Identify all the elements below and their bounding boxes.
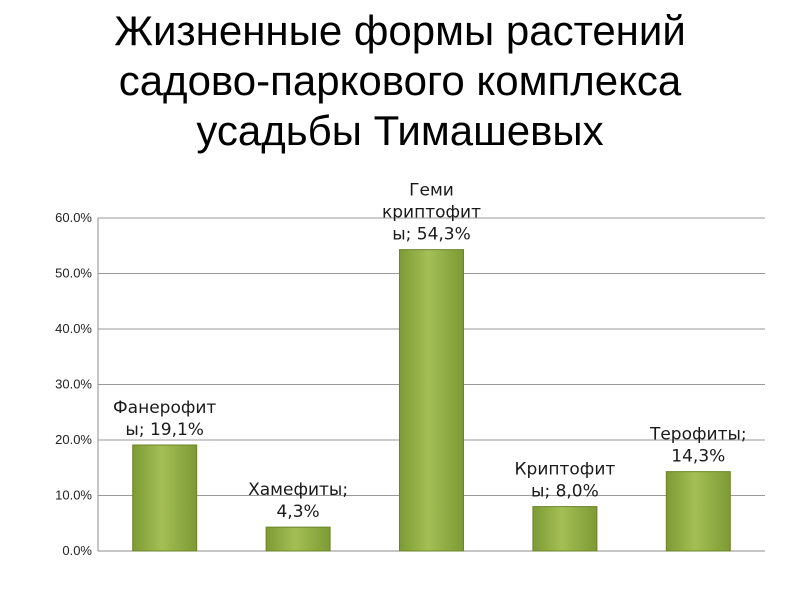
- y-tick-label: 0.0%: [62, 543, 92, 558]
- bar: [665, 471, 731, 552]
- y-tick-label: 50.0%: [55, 266, 92, 281]
- data-label: ы; 8,0%: [531, 482, 599, 502]
- title-line-1: Жизненные формы растений: [114, 7, 686, 54]
- data-label: Терофиты;: [649, 425, 747, 445]
- y-axis: 0.0% 10.0% 20.0% 30.0% 40.0% 50.0% 60.0%: [55, 210, 99, 558]
- data-label: 4,3%: [276, 502, 319, 522]
- title-line-3: усадьбы Тимашевых: [196, 107, 604, 154]
- data-label: Хамефиты;: [248, 480, 348, 500]
- y-tick-label: 20.0%: [55, 432, 92, 447]
- y-tick-label: 30.0%: [55, 377, 92, 392]
- title-line-2: садово-паркового комплекса: [118, 57, 682, 104]
- bar: [399, 249, 464, 552]
- data-label: 14,3%: [671, 447, 725, 467]
- y-tick-label: 40.0%: [55, 321, 92, 336]
- data-label: ы; 19,1%: [125, 420, 204, 440]
- data-label: Геми: [409, 181, 454, 201]
- y-tick-label: 10.0%: [55, 488, 92, 503]
- chart-title: Жизненные формы растений садово-парковог…: [0, 6, 800, 156]
- data-label: Криптофит: [514, 460, 615, 480]
- data-label: криптофит: [382, 203, 481, 223]
- bar: [132, 444, 198, 552]
- bar: [265, 526, 331, 552]
- data-label: ы; 54,3%: [392, 225, 471, 245]
- data-label: Фанерофит: [113, 398, 216, 418]
- bars: [132, 249, 731, 552]
- y-tick-label: 60.0%: [55, 210, 92, 225]
- bar: [532, 506, 598, 552]
